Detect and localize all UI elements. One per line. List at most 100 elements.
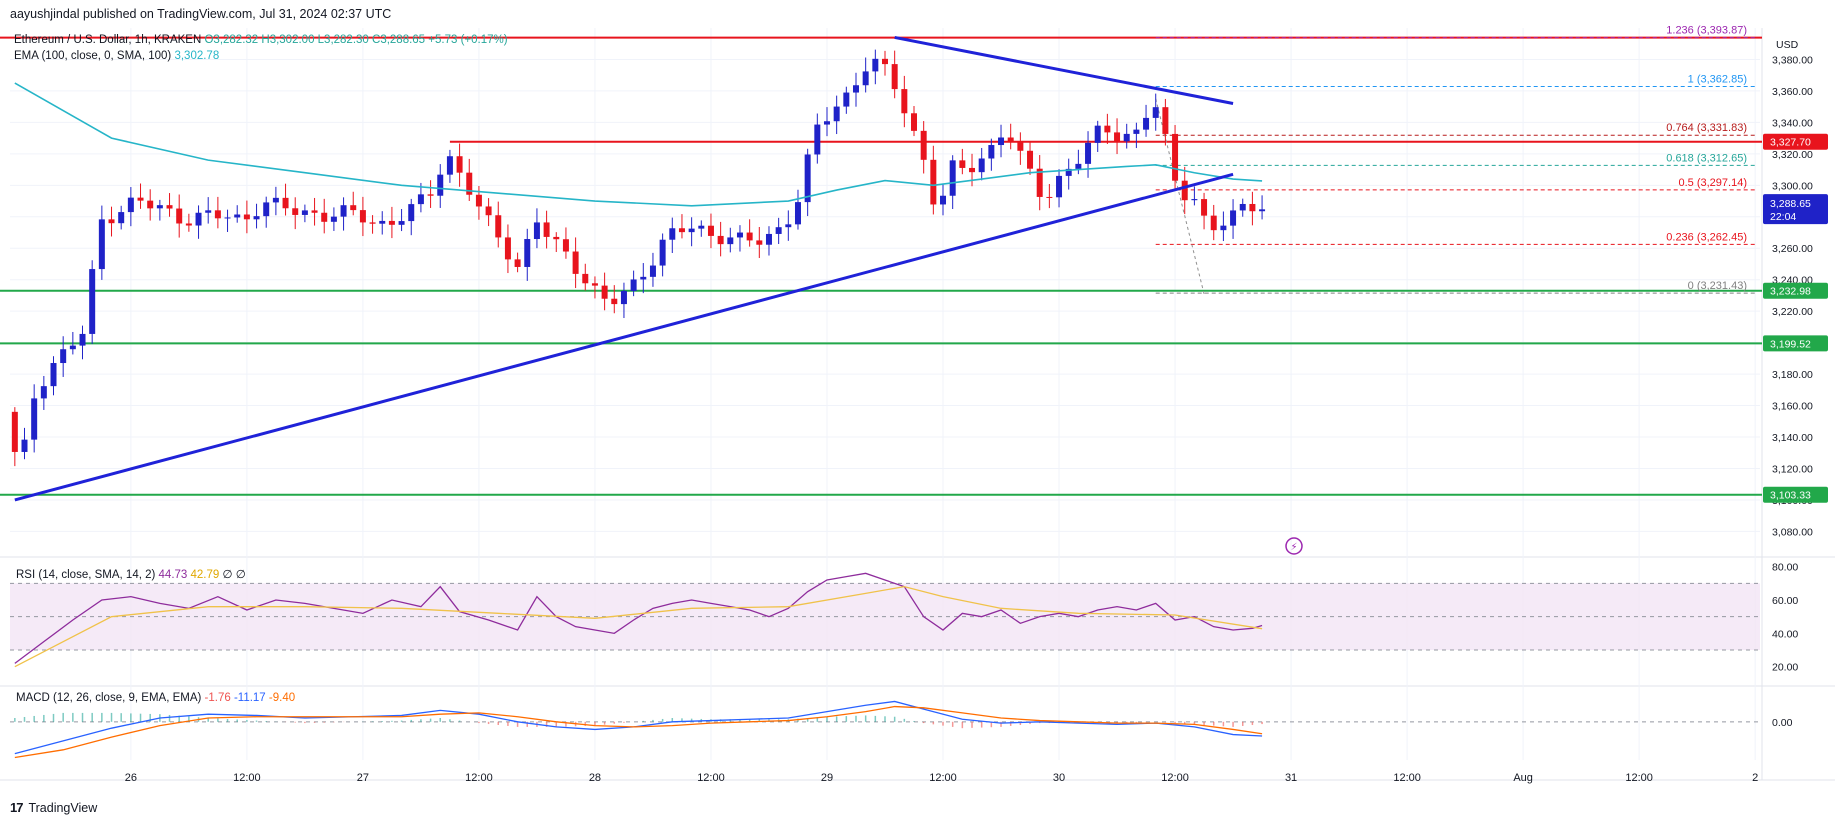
candle-body	[630, 279, 637, 291]
level-price-tag	[1763, 133, 1828, 150]
fib-level-label: 0.236 (3,262.45)	[1666, 231, 1747, 243]
candle-body	[591, 283, 598, 286]
x-tick-label: 12:00	[1625, 772, 1653, 784]
candle-body	[756, 240, 763, 245]
candle-body	[1210, 215, 1217, 231]
rsi-legend-value: ∅	[236, 569, 246, 581]
candle-body	[930, 159, 937, 205]
candle-body	[659, 239, 666, 266]
x-tick-label: 26	[125, 772, 137, 784]
candle-body	[1056, 175, 1063, 198]
candle-body	[398, 221, 405, 225]
candle-body	[1201, 199, 1208, 216]
candle-body	[620, 290, 627, 305]
candle-body	[688, 228, 695, 233]
ema-legend-label: EMA (100, close, 0, SMA, 100)	[14, 50, 172, 62]
candle-body	[321, 212, 328, 222]
candle-body	[524, 239, 531, 267]
level-price-label: 3,199.52	[1770, 338, 1811, 350]
price-axis-area	[1762, 0, 1835, 780]
candle-body	[1239, 203, 1246, 211]
candle-body	[21, 439, 28, 452]
candle-body	[785, 224, 792, 228]
y-tick-label: 3,160.00	[1772, 401, 1813, 413]
candle-body	[1104, 125, 1111, 133]
y-tick-label: 3,300.00	[1772, 180, 1813, 192]
publisher-line: aayushjindal published on TradingView.co…	[10, 7, 391, 21]
candle-body	[330, 216, 337, 222]
candle-body	[514, 259, 521, 267]
publisher-text: aayushjindal published on TradingView.co…	[10, 7, 392, 21]
x-tick-label: 12:00	[697, 772, 725, 784]
candle-body	[911, 113, 918, 131]
candle-body	[127, 197, 134, 213]
y-tick-label: 3,360.00	[1772, 86, 1813, 98]
candle-body	[640, 276, 647, 280]
candle-body	[137, 197, 144, 201]
candle-body	[1162, 107, 1169, 134]
candle-body	[495, 215, 502, 238]
candle-body	[1094, 125, 1101, 143]
candle-body	[1075, 163, 1082, 169]
candle-body	[446, 156, 453, 175]
candle-body	[988, 145, 995, 159]
candle-body	[872, 58, 879, 72]
candle-body	[118, 212, 125, 224]
rsi-ma-line	[14, 586, 1263, 668]
candle-body	[804, 154, 811, 203]
candle-body	[707, 225, 714, 236]
symbol-line: Ethereum / U.S. Dollar, 1h, KRAKEN O3,28…	[14, 34, 508, 46]
candle-body	[108, 219, 115, 224]
candle-body	[388, 220, 395, 225]
candle-body	[1172, 133, 1179, 181]
candle-body	[475, 194, 482, 207]
candle-body	[940, 195, 947, 205]
candle-body	[40, 386, 47, 399]
candle-body	[1259, 209, 1266, 212]
y-tick-label: 3,220.00	[1772, 306, 1813, 318]
candle-body	[901, 89, 908, 114]
rsi-legend-value: 42.79	[191, 569, 223, 581]
ema-legend[interactable]: EMA (100, close, 0, SMA, 100) 3,302.78	[14, 50, 219, 62]
candle-body	[852, 85, 859, 93]
fib-level-label: 0 (3,231.43)	[1688, 280, 1747, 292]
candle-body	[572, 251, 579, 274]
macd-legend: MACD (12, 26, close, 9, EMA, EMA) -1.76 …	[16, 692, 295, 704]
symbol-title: Ethereum / U.S. Dollar, 1h, KRAKEN	[14, 34, 202, 46]
x-tick-label: Aug	[1513, 772, 1533, 784]
level-price-tag	[1763, 282, 1828, 299]
y-tick-label: 3,120.00	[1772, 463, 1813, 475]
candle-body	[1152, 107, 1159, 118]
x-tick-label: 28	[589, 772, 601, 784]
fib-level-label: 0.764 (3,331.83)	[1666, 122, 1747, 134]
candle-body	[562, 239, 569, 252]
candle-body	[553, 236, 560, 240]
candle-body	[176, 208, 183, 224]
candle-body	[949, 160, 956, 196]
alert-icon-glyph: ⚡	[1290, 542, 1297, 553]
candle-body	[369, 222, 376, 224]
x-tick-label: 12:00	[1161, 772, 1189, 784]
candle-body	[427, 194, 434, 196]
rsi-legend-value: 44.73	[159, 569, 191, 581]
tradingview-footer[interactable]: 17 TradingView	[10, 800, 97, 815]
level-price-label: 3,327.70	[1770, 137, 1811, 149]
axis-unit-label: USD	[1776, 39, 1799, 51]
candle-body	[485, 206, 492, 216]
trendline	[14, 172, 1234, 502]
candle-body	[147, 200, 154, 209]
countdown-label: 22:04	[1770, 211, 1796, 223]
candle-body	[379, 220, 386, 224]
candles	[11, 49, 1266, 467]
candle-body	[1065, 168, 1072, 176]
macd-tick-label: 0.00	[1772, 717, 1793, 729]
macd-legend-value: -11.17	[234, 692, 269, 704]
candle-body	[156, 205, 163, 209]
y-tick-label: 3,260.00	[1772, 243, 1813, 255]
candle-body	[89, 269, 96, 334]
candle-body	[814, 124, 821, 155]
candle-body	[746, 232, 753, 241]
candle-body	[185, 223, 192, 226]
candle-body	[234, 214, 241, 218]
